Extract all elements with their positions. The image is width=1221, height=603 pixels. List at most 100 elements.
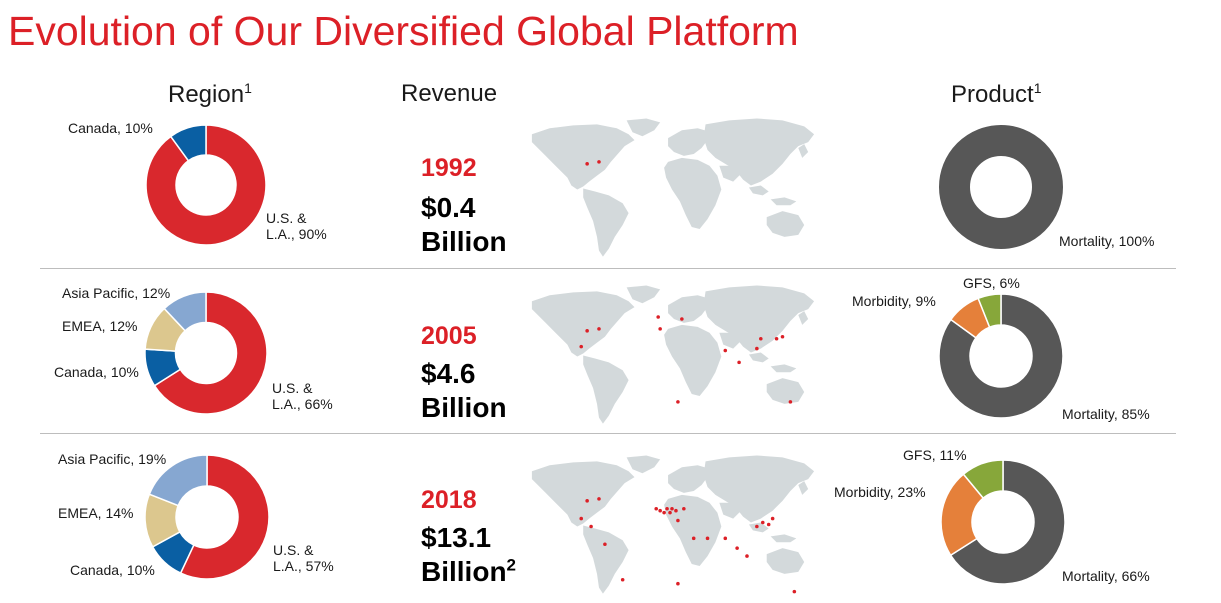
map-landmass (798, 481, 809, 495)
map-landmass (668, 295, 712, 323)
donut-slice-product-mortality-2005 (938, 293, 1064, 419)
map-landmass (531, 124, 635, 190)
donut-slice-region-canada-1992 (169, 124, 207, 162)
product-label-mortality-2018: Mortality, 66% (1062, 568, 1150, 584)
office-location-dot (670, 506, 674, 511)
office-location-dot (682, 506, 686, 511)
region-column-header: Region1 (168, 80, 252, 109)
office-location-dot (759, 336, 763, 341)
map-landmass (664, 157, 722, 229)
region-donut-1992 (145, 124, 267, 246)
donut-slice-region-u-s-l-a-2005 (153, 291, 268, 415)
revenue-amount: $0.4 (421, 192, 476, 223)
office-location-dot (579, 344, 584, 349)
revenue-column-header: Revenue (401, 80, 498, 107)
region-label-asia-pacific-2018: Asia Pacific, 19% (58, 451, 167, 467)
region-label-us-la-line1: U.S. & (266, 210, 307, 226)
region-label-canada-2018: Canada, 10% (70, 562, 155, 578)
product-label-morbidity-2005: Morbidity, 9% (852, 293, 936, 309)
map-landmass (748, 522, 769, 533)
revenue-amount: $4.6 (421, 358, 476, 389)
office-location-dot (579, 516, 584, 521)
world-map-1992 (531, 118, 815, 257)
revenue-2005: $4.6 Billion (421, 357, 507, 425)
region-label-us-la-line2: L.A., 90% (266, 226, 327, 242)
office-location-dot (755, 346, 759, 351)
product-donut-2005 (938, 293, 1064, 419)
map-landmass (766, 211, 805, 237)
revenue-unit: Billion2 (421, 555, 517, 587)
world-map-2018 (531, 455, 815, 594)
donut-slice-product-mortality-2018 (949, 459, 1066, 585)
year-1992: 1992 (421, 154, 477, 182)
map-landmass (668, 465, 712, 493)
world-map-2005 (531, 285, 815, 424)
office-location-dot (597, 327, 601, 331)
region-donut-2005 (144, 291, 268, 415)
region-donut-2018 (144, 454, 270, 580)
map-landmass (748, 352, 769, 363)
product-header-footnote: 1 (1033, 80, 1042, 96)
product-header-text: Product (951, 81, 1034, 108)
product-label-gfs-2005: GFS, 6% (963, 275, 1020, 291)
office-location-dot (654, 506, 658, 511)
map-landmass (770, 364, 797, 373)
donut-slice-region-u-s-l-a-2018 (179, 454, 270, 580)
office-location-dot (680, 317, 684, 321)
office-location-dot (658, 508, 662, 513)
office-location-dot (585, 162, 589, 166)
revenue-1992: $0.4 Billion (421, 191, 507, 259)
map-landmass (798, 311, 809, 325)
office-location-dot (676, 518, 680, 523)
office-location-dot (766, 522, 771, 527)
product-donut-1992 (939, 125, 1063, 249)
office-location-dot (597, 497, 601, 501)
office-location-dot (589, 524, 593, 529)
map-landmass (719, 502, 742, 519)
office-location-dot (668, 510, 672, 515)
row-divider-2 (40, 433, 1176, 434)
revenue-unit: Billion (421, 226, 507, 257)
region-label-us-la-2005: U.S. & L.A., 66% (272, 380, 333, 412)
office-location-dot (597, 160, 601, 164)
region-label-canada-2005: Canada, 10% (54, 364, 139, 380)
office-location-dot (603, 542, 607, 547)
map-landmass (583, 525, 629, 594)
page-title: Evolution of Our Diversified Global Plat… (8, 8, 799, 54)
region-label-us-la-line1: U.S. & (272, 380, 313, 396)
product-label-mortality-2005: Mortality, 85% (1062, 406, 1150, 422)
revenue-amount: $13.1 (421, 522, 492, 553)
map-landmass (766, 548, 805, 574)
map-landmass (719, 332, 742, 349)
office-location-dot (585, 329, 589, 333)
office-location-dot (735, 546, 739, 550)
office-location-dot (737, 360, 741, 365)
map-landmass (626, 455, 661, 474)
product-label-gfs-2018: GFS, 11% (903, 447, 967, 463)
donut-slice-region-u-s-l-a-1992 (145, 124, 267, 246)
region-label-us-la-2018: U.S. & L.A., 57% (273, 542, 334, 574)
map-landmass (770, 534, 797, 543)
office-location-dot (662, 510, 666, 515)
office-location-dot (792, 589, 797, 594)
product-donut-2018 (940, 459, 1066, 585)
map-landmass (798, 144, 809, 158)
donut-slice-region-asia-pacific-2018 (148, 454, 208, 507)
region-label-us-la-line1: U.S. & (273, 542, 314, 558)
office-location-dot (620, 577, 625, 582)
map-landmass (703, 118, 815, 186)
office-location-dot (705, 536, 710, 541)
region-label-us-la-line2: L.A., 57% (273, 558, 334, 574)
donut-slice-product-mortality-1992 (939, 125, 1063, 249)
region-header-text: Region (168, 81, 245, 108)
product-column-header: Product1 (951, 80, 1042, 109)
map-landmass (626, 285, 661, 304)
region-label-emea-2018: EMEA, 14% (58, 505, 134, 521)
map-landmass (583, 355, 629, 424)
office-location-dot (760, 520, 765, 525)
office-location-dot (745, 554, 749, 558)
region-label-canada-1992: Canada, 10% (68, 120, 153, 136)
map-landmass (703, 285, 815, 353)
office-location-dot (755, 524, 759, 529)
donut-slice-product-gfs-2018 (962, 459, 1004, 500)
